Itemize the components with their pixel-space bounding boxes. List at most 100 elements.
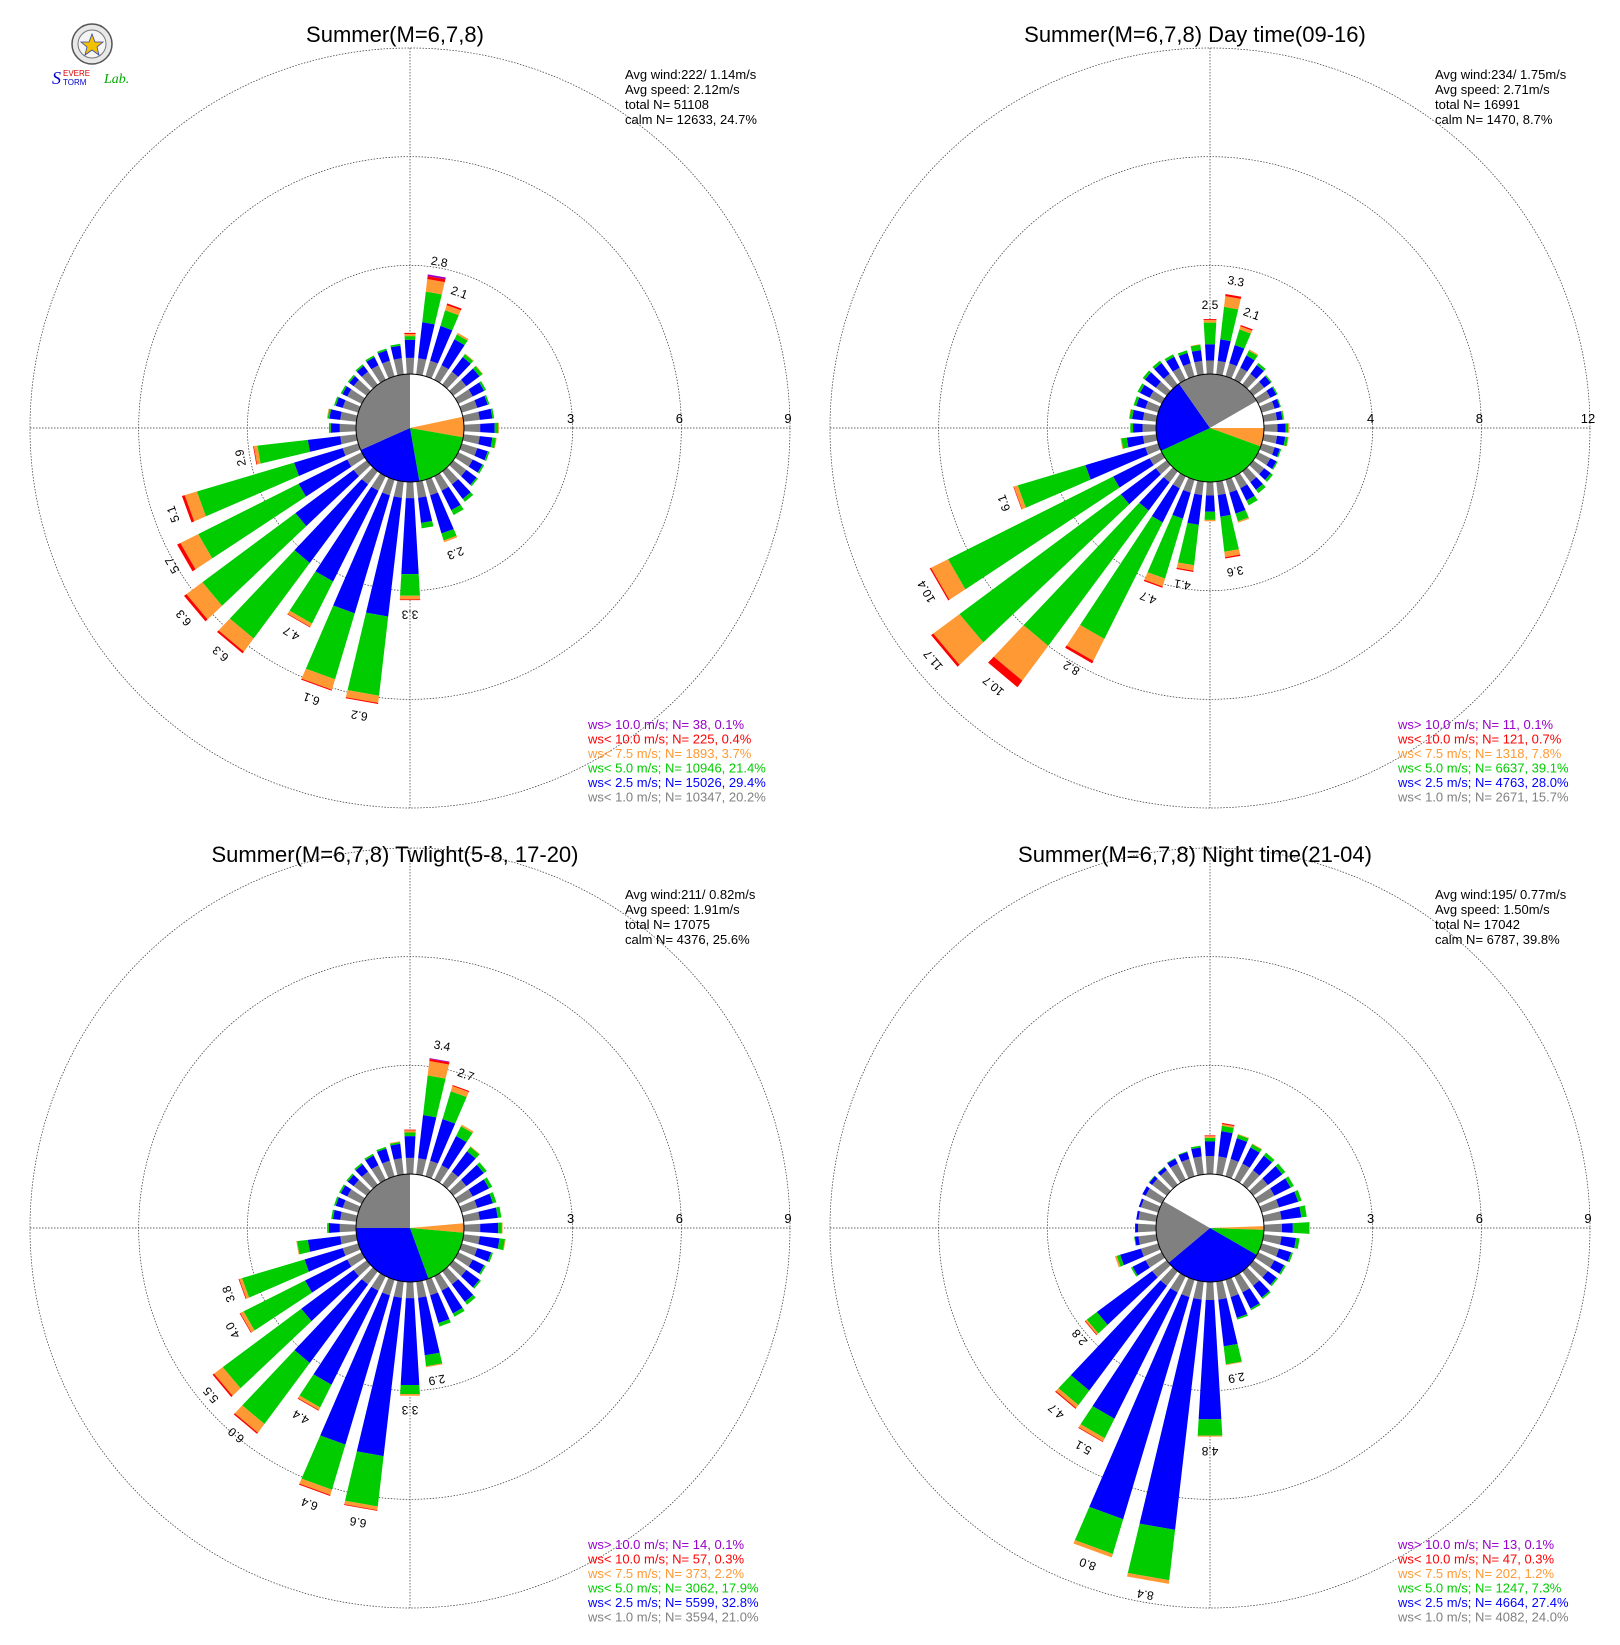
petal-segment bbox=[1066, 625, 1105, 661]
petal-segment bbox=[1277, 448, 1282, 458]
petal-segment bbox=[462, 354, 474, 364]
petal-segment bbox=[498, 422, 499, 434]
stats-line: total N= 17075 bbox=[625, 917, 710, 932]
petal-segment bbox=[1013, 486, 1023, 510]
petal-segment bbox=[434, 1273, 449, 1291]
petal-total-label: 5.1 bbox=[1072, 1437, 1094, 1458]
petal-segment bbox=[287, 610, 313, 627]
petal-segment bbox=[340, 411, 358, 422]
petal-total-label: 3.8 bbox=[219, 1283, 238, 1304]
petal-segment bbox=[340, 385, 347, 395]
petal-segment bbox=[1225, 1361, 1242, 1366]
stats-line: total N= 16991 bbox=[1435, 97, 1520, 112]
petal-total-label: 2.9 bbox=[232, 448, 249, 467]
legend-entry: ws< 1.0 m/s; N= 2671, 15.7% bbox=[1397, 790, 1569, 805]
petal-segment bbox=[1142, 423, 1157, 433]
petal-segment bbox=[305, 605, 355, 680]
ring-label: 6 bbox=[676, 411, 683, 426]
petal-segment bbox=[405, 1281, 415, 1299]
petal-segment bbox=[1262, 1270, 1277, 1286]
petal-segment bbox=[490, 408, 495, 419]
petal-segment bbox=[342, 1243, 361, 1256]
legend-entry: ws< 2.5 m/s; N= 5599, 32.8% bbox=[587, 1595, 759, 1610]
petal-segment bbox=[1138, 1198, 1144, 1208]
petal-total-label: 2.3 bbox=[445, 544, 466, 563]
petal-segment bbox=[327, 408, 332, 419]
petal-segment bbox=[479, 381, 487, 391]
petal-segment bbox=[1167, 1158, 1178, 1168]
petal-segment bbox=[1234, 1163, 1250, 1183]
petal-segment bbox=[1250, 477, 1263, 490]
petal-segment bbox=[393, 1158, 404, 1176]
calm-pie-slice bbox=[1210, 1226, 1265, 1230]
petal-segment bbox=[1086, 1312, 1108, 1334]
petal-segment bbox=[1132, 409, 1145, 421]
ring-label: 6 bbox=[676, 1211, 683, 1226]
petal-segment bbox=[347, 1174, 359, 1187]
petal-segment bbox=[1250, 1144, 1262, 1153]
petal-segment bbox=[1096, 1270, 1158, 1325]
stats-line: Avg wind:234/ 1.75m/s bbox=[1435, 67, 1567, 82]
legend-entry: ws< 2.5 m/s; N= 4664, 27.4% bbox=[1397, 1595, 1569, 1610]
petal-segment bbox=[1242, 1288, 1260, 1309]
petal-segment bbox=[332, 1210, 342, 1220]
petal-segment bbox=[1191, 1147, 1202, 1158]
petal-segment bbox=[1255, 452, 1271, 466]
petal-segment bbox=[416, 1158, 427, 1176]
petal-segment bbox=[1282, 410, 1285, 420]
petal-segment bbox=[1272, 447, 1280, 457]
petal-segment bbox=[1242, 373, 1257, 389]
petal-segment bbox=[342, 443, 361, 456]
petal-segment bbox=[1262, 434, 1278, 444]
chart-title: Summer(M=6,7,8) Day time(09-16) bbox=[1024, 22, 1366, 47]
calm-pie-slice bbox=[1156, 1201, 1210, 1263]
stats-line: Avg wind:222/ 1.14m/s bbox=[625, 67, 757, 82]
petal-segment bbox=[503, 1238, 506, 1251]
petal-total-label: 4.4 bbox=[290, 1407, 312, 1428]
petal-segment bbox=[1259, 468, 1271, 481]
petal-segment bbox=[243, 1280, 312, 1331]
petal-segment bbox=[344, 1504, 378, 1511]
petal-segment bbox=[470, 1146, 480, 1155]
petal-segment bbox=[344, 1500, 378, 1511]
petal-segment bbox=[299, 1478, 332, 1495]
petal-segment bbox=[1176, 562, 1195, 571]
petal-total-label: 4.7 bbox=[280, 623, 302, 644]
calm-pie-slice bbox=[356, 1174, 410, 1228]
petal-segment bbox=[353, 1260, 371, 1277]
wind-rose-panel-3: 3 6 9 3.42.7 2.9 3.3 6.6 6.4 4.4 6.05.5 4.0 3.8 Summ… bbox=[29, 842, 792, 1625]
petal-segment bbox=[456, 1126, 473, 1143]
petal-segment bbox=[1121, 437, 1129, 449]
petal-total-label: 4.0 bbox=[222, 1319, 243, 1341]
petal-segment bbox=[1286, 437, 1289, 447]
petal-segment bbox=[451, 479, 471, 499]
petal-segment bbox=[1155, 460, 1171, 475]
petal-segment bbox=[1261, 1290, 1271, 1299]
petal-total-label: 2.9 bbox=[427, 1372, 446, 1389]
logo-text-torm: TORM bbox=[63, 78, 87, 87]
petal-total-label: 3.3 bbox=[401, 607, 418, 621]
calm-pie-slice bbox=[1210, 1174, 1264, 1228]
petal-segment bbox=[468, 382, 485, 397]
petal-segment bbox=[1204, 1137, 1216, 1142]
petal-segment bbox=[1249, 1260, 1268, 1278]
petal-segment bbox=[404, 336, 416, 340]
petal-segment bbox=[1217, 339, 1231, 363]
legend-entry: ws< 7.5 m/s; N= 1318, 7.8% bbox=[1397, 746, 1562, 761]
petal-segment bbox=[1204, 519, 1216, 522]
petal-segment bbox=[993, 625, 1049, 681]
petal-segment bbox=[1216, 360, 1226, 376]
petal-segment bbox=[1237, 517, 1250, 523]
stats-line: total N= 17042 bbox=[1435, 917, 1520, 932]
petal-segment bbox=[347, 374, 355, 383]
petal-segment bbox=[959, 494, 1130, 643]
petal-segment bbox=[1073, 1540, 1113, 1558]
petal-total-label: 5.7 bbox=[162, 554, 183, 576]
petal-segment bbox=[1198, 1299, 1222, 1420]
petal-segment bbox=[425, 477, 438, 496]
petal-segment bbox=[333, 1196, 339, 1206]
petal-segment bbox=[1292, 1222, 1310, 1234]
petal-segment bbox=[988, 656, 1023, 688]
petal-segment bbox=[1281, 1223, 1293, 1233]
